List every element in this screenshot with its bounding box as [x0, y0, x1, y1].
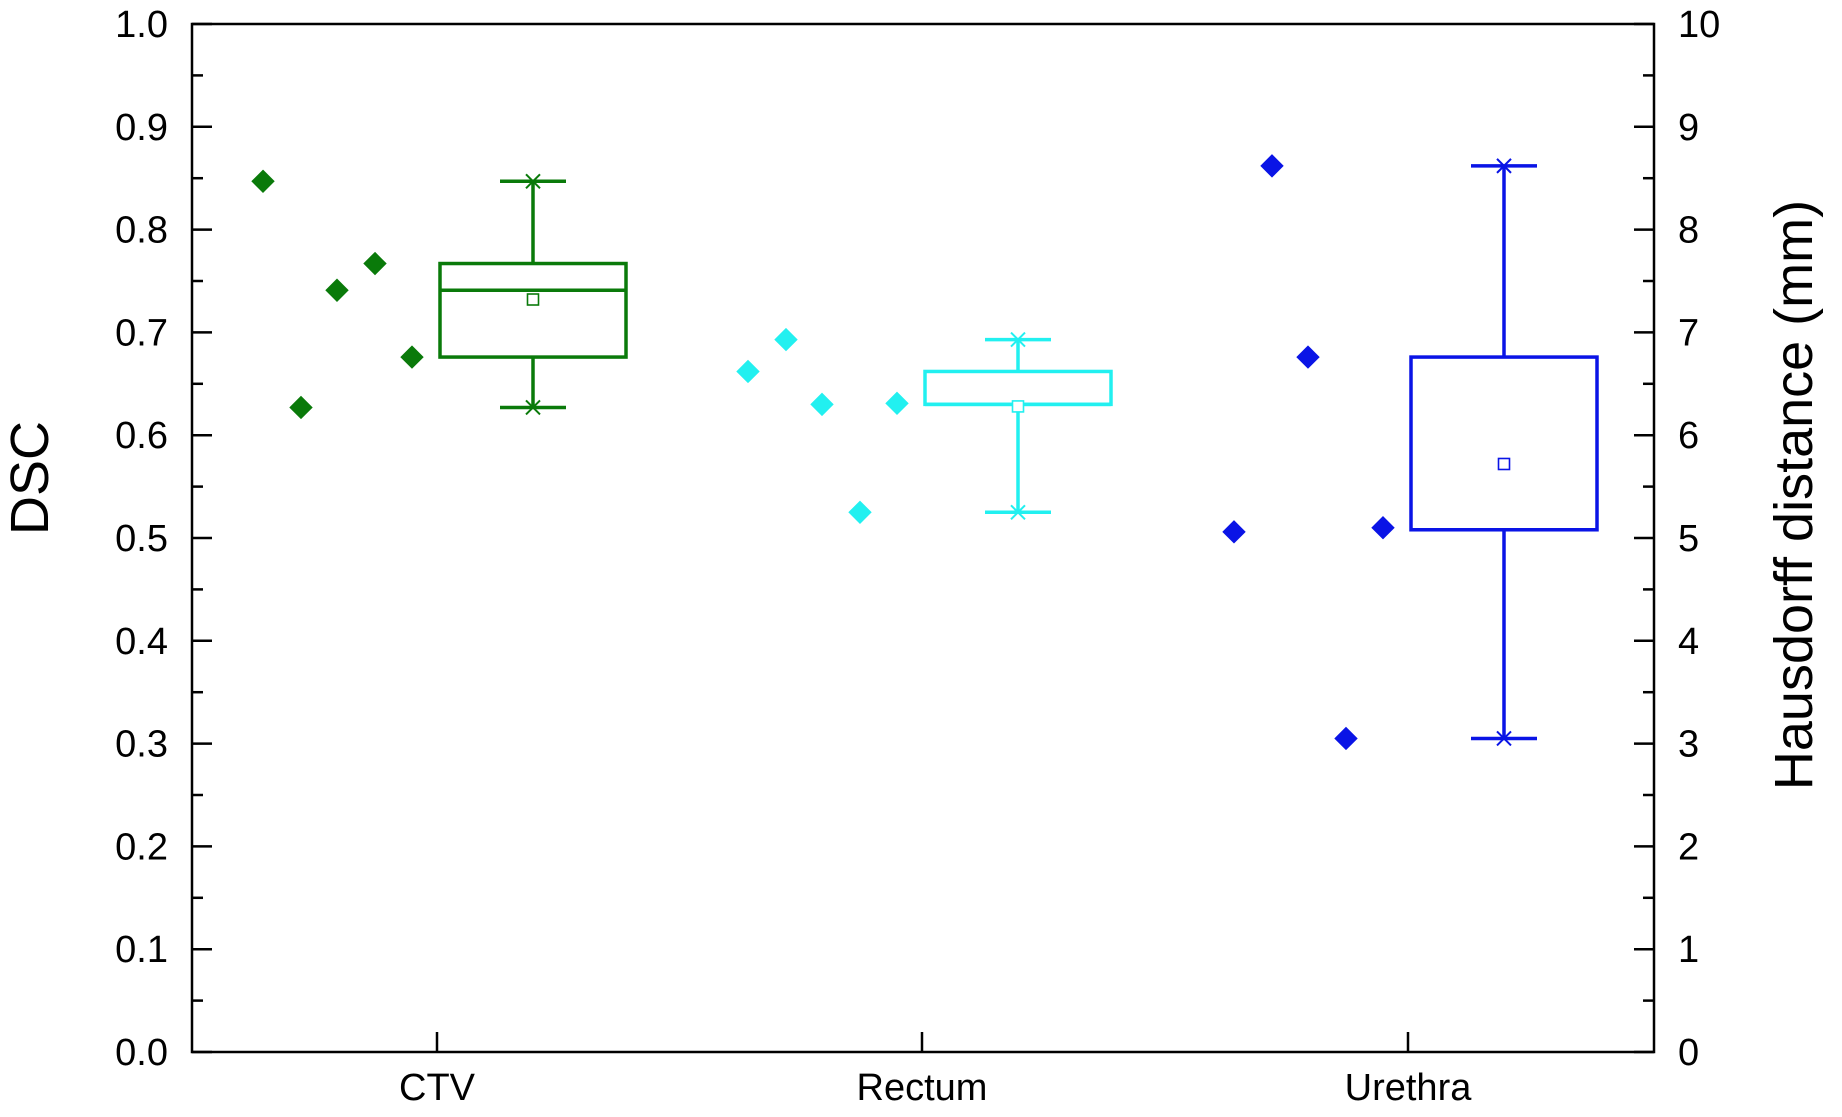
data-point	[848, 500, 872, 525]
data-point	[251, 169, 275, 193]
mean-marker	[1011, 400, 1025, 413]
y-left-tick-label: 0.4	[115, 621, 168, 663]
y-right-tick-label: 6	[1678, 415, 1699, 457]
data-point	[885, 391, 909, 416]
extreme-marker	[1010, 504, 1026, 521]
y-left-tick-label: 0.6	[115, 415, 168, 457]
y-right-tick-label: 3	[1678, 724, 1699, 766]
y-axis-label-left: DSC	[0, 421, 60, 535]
data-point	[774, 327, 798, 352]
data-point	[325, 278, 349, 302]
y-right-tick-label: 9	[1678, 107, 1699, 149]
data-point	[363, 251, 387, 276]
data-point	[1334, 726, 1358, 751]
y-right-tick-label: 1	[1678, 929, 1699, 971]
extreme-marker	[525, 399, 541, 416]
y-left-tick-label: 0.8	[115, 210, 168, 252]
y-right-tick-label: 2	[1678, 826, 1699, 868]
extreme-marker	[1010, 331, 1026, 348]
data-point	[736, 359, 760, 384]
plot-frame	[190, 22, 1656, 1054]
data-point	[1260, 154, 1284, 178]
y-left-tick-label: 0.5	[115, 518, 168, 560]
y-right-tick-label: 4	[1678, 621, 1699, 663]
data-point	[289, 395, 313, 420]
extreme-marker	[1496, 158, 1512, 174]
y-right-tick-label: 7	[1678, 312, 1699, 354]
series-ctv	[251, 169, 628, 420]
data-point	[1222, 520, 1246, 544]
series-rectum	[736, 327, 1113, 525]
data-point	[1371, 516, 1395, 540]
y-left-tick-label: 0.3	[115, 724, 168, 766]
y-left-tick-label: 1.0	[115, 4, 168, 46]
y-left-tick-label: 0.7	[115, 312, 168, 354]
y-left-tick-label: 0.9	[115, 107, 168, 149]
y-left-tick-label: 0.1	[115, 929, 168, 971]
y-right-tick-label: 5	[1678, 518, 1699, 560]
y-left-tick-label: 0.0	[115, 1032, 168, 1074]
extreme-marker	[525, 173, 541, 189]
x-tick-label-urethra: Urethra	[1345, 1067, 1473, 1109]
y-right-tick-label: 0	[1678, 1032, 1699, 1074]
y-left-tick-label: 0.2	[115, 826, 168, 868]
series-urethra	[1222, 154, 1599, 751]
data-point	[400, 345, 424, 369]
y-axis-label-right: Hausdorff distance (mm)	[1764, 200, 1824, 790]
mean-marker	[1497, 457, 1511, 471]
extreme-marker	[1496, 730, 1512, 747]
y-right-tick-label: 8	[1678, 210, 1699, 252]
mean-marker	[526, 293, 540, 306]
data-point	[810, 392, 834, 417]
y-right-tick-label: 10	[1678, 4, 1720, 46]
box-iqr	[1409, 355, 1599, 532]
x-tick-label-ctv: CTV	[399, 1067, 476, 1109]
box-iqr	[923, 369, 1113, 407]
data-point	[1296, 345, 1320, 369]
box-iqr	[438, 261, 628, 359]
x-tick-label-rectum: Rectum	[857, 1067, 988, 1109]
